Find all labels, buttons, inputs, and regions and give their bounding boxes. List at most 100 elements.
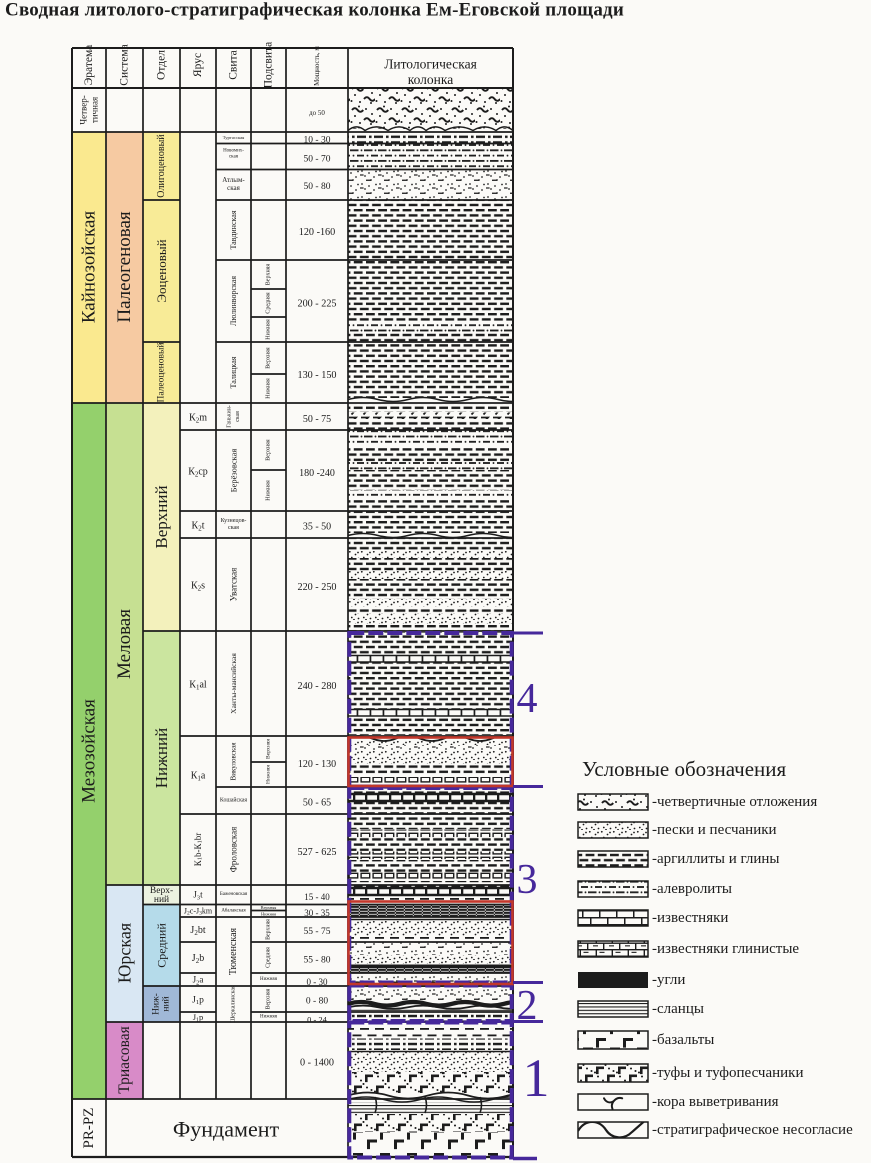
svg-text:Ганькин-: Ганькин-	[227, 405, 233, 428]
svg-text:J2а: J2а	[193, 975, 204, 987]
svg-text:Тюменская: Тюменская	[228, 927, 239, 975]
svg-text:180 -240: 180 -240	[299, 468, 335, 479]
svg-text:J2bt: J2bt	[190, 925, 205, 937]
svg-text:-аргиллиты и глины: -аргиллиты и глины	[652, 851, 780, 867]
svg-text:Люлинворская: Люлинворская	[229, 276, 238, 326]
svg-text:0 - 1400: 0 - 1400	[300, 1058, 334, 1069]
svg-text:Верхняя: Верхняя	[261, 905, 277, 910]
svg-text:К2s: К2s	[191, 581, 205, 593]
svg-text:-базальты: -базальты	[652, 1032, 714, 1048]
svg-text:К1al: К1al	[189, 680, 207, 692]
svg-text:Триасовая: Триасовая	[116, 1026, 133, 1094]
svg-text:Мощность, м: Мощность, м	[313, 46, 321, 86]
svg-text:Верхняя: Верхняя	[266, 347, 272, 369]
svg-text:1: 1	[523, 1048, 550, 1108]
svg-text:PR-PZ: PR-PZ	[81, 1108, 97, 1149]
svg-text:50 - 75: 50 - 75	[303, 414, 331, 425]
svg-text:Нижняя: Нижняя	[266, 319, 272, 340]
svg-text:10 - 30: 10 - 30	[304, 136, 331, 146]
svg-text:Кузнецов-: Кузнецов-	[221, 518, 247, 524]
svg-text:ская: ская	[228, 525, 239, 531]
svg-text:Фроловская: Фроловская	[229, 827, 239, 873]
svg-text:Средняя: Средняя	[266, 292, 272, 314]
svg-text:0 - 80: 0 - 80	[306, 997, 328, 1007]
svg-text:Атлым-: Атлым-	[222, 176, 245, 184]
svg-text:-четвертичные отложения: -четвертичные отложения	[652, 794, 817, 810]
svg-text:Верхняя: Верхняя	[266, 739, 272, 759]
svg-text:J1p: J1p	[192, 995, 204, 1006]
svg-text:Туртасская: Туртасская	[223, 135, 245, 140]
svg-text:Подсвита: Подсвита	[263, 42, 275, 89]
svg-text:Викуловская: Викуловская	[230, 742, 238, 781]
svg-text:Талицкая: Талицкая	[229, 356, 238, 388]
svg-text:Средний: Средний	[155, 923, 169, 968]
svg-text:Нижний: Нижний	[152, 728, 171, 788]
svg-text:тичная: тичная	[90, 97, 100, 123]
svg-text:-известняки глинистые: -известняки глинистые	[652, 941, 799, 957]
svg-text:35 - 50: 35 - 50	[303, 522, 331, 533]
svg-text:Абалакская: Абалакская	[221, 909, 246, 914]
svg-text:Мезозойская: Мезозойская	[79, 699, 100, 803]
svg-text:до 50: до 50	[309, 109, 325, 117]
svg-text:Берёзовская: Берёзовская	[229, 449, 239, 493]
svg-text:Меловая: Меловая	[114, 609, 135, 679]
svg-text:J1p: J1p	[193, 1012, 204, 1024]
svg-text:Кайнозойская: Кайнозойская	[79, 211, 100, 324]
svg-text:0 - 24: 0 - 24	[307, 1015, 328, 1025]
svg-text:ская: ская	[235, 411, 241, 422]
svg-text:200 - 225: 200 - 225	[297, 299, 336, 310]
svg-text:ская: ская	[229, 155, 239, 160]
svg-text:Кошайская: Кошайская	[220, 797, 247, 804]
svg-text:К2ср: К2ср	[188, 467, 208, 479]
svg-text:-туфы и туфопесчаники: -туфы и туфопесчаники	[652, 1065, 804, 1081]
svg-text:Эоценовый: Эоценовый	[154, 239, 169, 302]
svg-text:Нижняя: Нижняя	[266, 765, 272, 784]
svg-text:ская: ская	[227, 184, 241, 192]
svg-text:4: 4	[517, 676, 538, 722]
svg-text:-стратиграфическое несогласие: -стратиграфическое несогласие	[652, 1122, 853, 1138]
svg-text:Ниж-: Ниж-	[152, 993, 162, 1015]
svg-text:15 - 40: 15 - 40	[304, 892, 330, 902]
svg-text:-алевролиты: -алевролиты	[652, 881, 732, 897]
svg-text:Нижняя: Нижняя	[260, 977, 278, 982]
svg-text:Шеркалинская: Шеркалинская	[231, 985, 237, 1023]
svg-text:К1а: К1а	[191, 771, 206, 783]
svg-text:Баженовская: Баженовская	[220, 892, 248, 897]
svg-text:0 - 30: 0 - 30	[307, 977, 328, 987]
svg-text:30 - 35: 30 - 35	[304, 908, 330, 918]
svg-text:J2b: J2b	[192, 953, 204, 965]
svg-text:Ханты-мансийская: Ханты-мансийская	[229, 653, 238, 714]
svg-text:Юрская: Юрская	[115, 923, 135, 983]
svg-text:50 - 70: 50 - 70	[304, 155, 331, 165]
svg-text:Нижняя: Нижняя	[266, 480, 272, 501]
svg-text:2: 2	[517, 983, 538, 1029]
svg-text:К2m: К2m	[189, 413, 207, 425]
svg-text:Свита: Свита	[228, 50, 240, 80]
svg-text:Палеогеновая: Палеогеновая	[114, 211, 135, 323]
svg-text:Нижняя: Нижняя	[266, 378, 272, 399]
svg-text:120 -160: 120 -160	[299, 227, 336, 238]
svg-text:-пески и песчаники: -пески и песчаники	[652, 822, 777, 838]
svg-text:Фундамент: Фундамент	[173, 1117, 280, 1142]
svg-text:Верхняя: Верхняя	[266, 919, 272, 940]
svg-text:3: 3	[517, 857, 538, 903]
svg-text:55 - 80: 55 - 80	[304, 956, 331, 966]
svg-text:Отдел: Отдел	[156, 50, 168, 80]
svg-text:Верх-: Верх-	[150, 886, 173, 896]
svg-text:К2t: К2t	[192, 521, 205, 533]
svg-text:55 - 75: 55 - 75	[304, 927, 331, 937]
svg-text:Верхняя: Верхняя	[266, 439, 272, 461]
svg-text:ний: ний	[161, 996, 172, 1011]
svg-text:Уватская: Уватская	[229, 568, 239, 602]
svg-text:Эратема: Эратема	[83, 45, 95, 86]
svg-text:50 - 65: 50 - 65	[303, 798, 331, 809]
svg-text:Олигоценовый: Олигоценовый	[156, 134, 167, 198]
svg-text:-сланцы: -сланцы	[652, 1001, 704, 1017]
svg-text:Ярус: Ярус	[192, 53, 204, 77]
svg-text:Сводная литолого-стратиграфиче: Сводная литолого-стратиграфическая колон…	[5, 0, 624, 21]
svg-text:колонка: колонка	[408, 72, 454, 87]
svg-text:120 - 130: 120 - 130	[298, 759, 336, 770]
svg-text:-кора выветривания: -кора выветривания	[652, 1094, 779, 1110]
svg-text:К1b-К1br: К1b-К1br	[193, 833, 203, 867]
svg-text:-угли: -угли	[652, 972, 685, 988]
